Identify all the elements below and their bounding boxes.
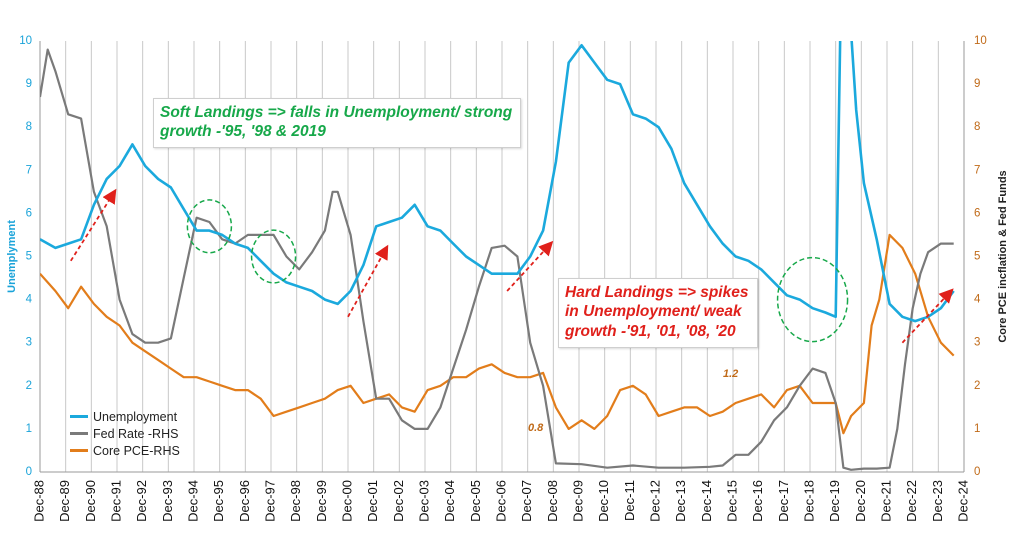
- x-tick-label: Dec-20: [853, 480, 868, 522]
- y-right-tick-label: 9: [974, 78, 980, 90]
- x-tick-label: Dec-01: [365, 480, 380, 522]
- y-left-tick-label: 9: [26, 78, 32, 90]
- y-right-tick-label: 5: [974, 251, 980, 263]
- soft-landings-annotation: Soft Landings => falls in Unemployment/ …: [153, 98, 521, 148]
- y-right-tick-label: 0: [974, 466, 980, 478]
- hard-landing-arrow: [347, 244, 389, 318]
- x-tick-label: Dec-99: [314, 480, 329, 522]
- y-left-tick-label: 4: [26, 294, 33, 306]
- core-pce-line: [40, 233, 955, 435]
- x-tick-label: Dec-09: [570, 480, 585, 522]
- x-tick-label: Dec-98: [288, 480, 303, 522]
- x-tick-label: Dec-92: [134, 480, 149, 522]
- y-left-tick-label: 0: [26, 466, 32, 478]
- hard-landing-arrow: [506, 240, 554, 292]
- y-left-tick-label: 2: [26, 380, 32, 392]
- x-tick-label: Dec-00: [339, 480, 354, 522]
- x-tick-label: Dec-06: [493, 480, 508, 522]
- x-tick-label: Dec-24: [955, 480, 970, 522]
- legend-label-unemployment: Unemployment: [93, 409, 178, 424]
- x-tick-label: Dec-10: [596, 480, 611, 522]
- annotation-value-low: 0.8: [528, 422, 544, 434]
- annotation-value-high: 1.2: [723, 368, 739, 380]
- unemployment-line: [40, 41, 955, 323]
- x-tick-label: Dec-07: [519, 480, 534, 522]
- x-tick-label: Dec-93: [160, 480, 175, 522]
- hard-landings-text: Hard Landings => spikes in Unemployment/…: [565, 284, 749, 340]
- soft-landings-text: Soft Landings => falls in Unemployment/ …: [160, 104, 513, 141]
- x-tick-label: Dec-89: [57, 480, 72, 522]
- y-right-tick-label: 1: [974, 423, 980, 435]
- legend-swatch-core-pce: [70, 449, 88, 452]
- x-tick-label: Dec-03: [416, 480, 431, 522]
- legend: Unemployment Fed Rate -RHS Core PCE-RHS: [70, 408, 200, 459]
- x-tick-label: Dec-04: [442, 480, 457, 522]
- y-left-tick-label: 7: [26, 164, 32, 176]
- fed-rate-line: [40, 48, 954, 471]
- legend-swatch-fed-rate: [70, 432, 88, 435]
- y-right-axis-title: Core PCE incflation & Fed Funds: [997, 170, 1009, 342]
- y-left-tick-label: 1: [26, 423, 32, 435]
- hard-landing-arrow: [901, 288, 954, 344]
- y-right-tick-label: 4: [974, 294, 981, 306]
- y-left-tick-label: 10: [19, 35, 32, 47]
- y-right-tick-label: 7: [974, 164, 980, 176]
- x-tick-label: Dec-15: [724, 480, 739, 522]
- x-tick-label: Dec-17: [776, 480, 791, 522]
- x-tick-label: Dec-94: [185, 480, 200, 522]
- y-right-tick-label: 2: [974, 380, 980, 392]
- soft-landing-circle: [776, 256, 849, 343]
- legend-label-core-pce: Core PCE-RHS: [93, 443, 180, 458]
- y-right-tick-label: 3: [974, 337, 980, 349]
- y-left-tick-label: 8: [26, 121, 32, 133]
- x-tick-label: Dec-12: [647, 480, 662, 522]
- x-tick-label: Dec-22: [904, 480, 919, 522]
- y-left-tick-label: 5: [26, 251, 32, 263]
- soft-landing-circle: [250, 229, 297, 284]
- x-tick-label: Dec-97: [262, 480, 277, 522]
- soft-landing-circle: [186, 199, 233, 254]
- x-tick-label: Dec-21: [878, 480, 893, 522]
- legend-label-fed-rate: Fed Rate -RHS: [93, 426, 179, 441]
- hard-landing-arrow: [70, 188, 117, 262]
- y-right-tick-label: 10: [974, 35, 987, 47]
- y-right-tick-label: 8: [974, 121, 980, 133]
- legend-item-unemployment: Unemployment: [70, 408, 200, 425]
- x-tick-label: Dec-13: [673, 480, 688, 522]
- x-tick-label: Dec-90: [83, 480, 98, 522]
- x-tick-label: Dec-05: [468, 480, 483, 522]
- x-tick-label: Dec-02: [391, 480, 406, 522]
- legend-swatch-unemployment: [70, 415, 88, 418]
- x-tick-label: Dec-19: [827, 480, 842, 522]
- y-right-tick-label: 6: [974, 207, 980, 219]
- y-left-tick-label: 3: [26, 337, 32, 349]
- x-tick-label: Dec-18: [801, 480, 816, 522]
- y-left-tick-label: 6: [26, 207, 32, 219]
- x-tick-label: Dec-88: [31, 480, 46, 522]
- legend-item-core-pce: Core PCE-RHS: [70, 442, 200, 459]
- x-tick-label: Dec-08: [545, 480, 560, 522]
- hard-landings-annotation: Hard Landings => spikes in Unemployment/…: [558, 278, 758, 348]
- x-tick-label: Dec-16: [750, 480, 765, 522]
- x-tick-label: Dec-11: [622, 480, 637, 521]
- x-tick-label: Dec-96: [237, 480, 252, 522]
- x-tick-label: Dec-23: [930, 480, 945, 522]
- x-tick-label: Dec-91: [108, 480, 123, 522]
- legend-item-fed-rate: Fed Rate -RHS: [70, 425, 200, 442]
- y-left-axis-title: Unemplyment: [6, 220, 18, 293]
- x-tick-label: Dec-95: [211, 480, 226, 522]
- x-tick-label: Dec-14: [699, 480, 714, 522]
